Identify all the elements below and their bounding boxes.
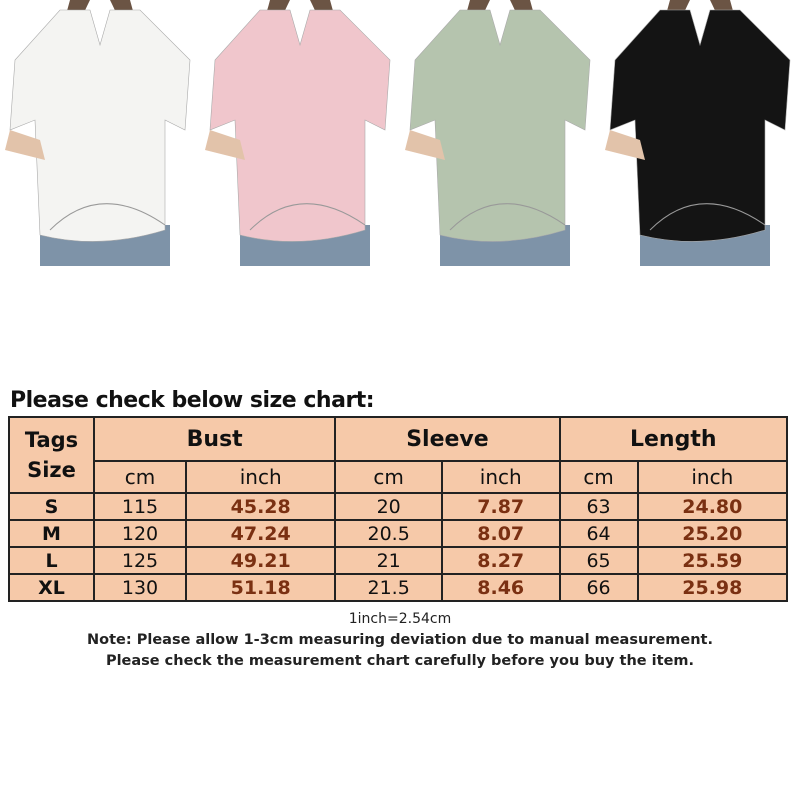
size-cell: S (8, 492, 95, 521)
size-label: Size (27, 458, 76, 482)
check-note: Please check the measurement chart caref… (105, 653, 695, 669)
unit-header: cm (334, 460, 443, 494)
cm-value: 130 (92, 573, 188, 602)
inch-value: 45.28 (185, 492, 337, 521)
product-photo-pink (200, 0, 400, 266)
size-row: XL 130 51.18 21.5 8.46 66 25.98 (8, 573, 789, 602)
unit-header: inch (440, 460, 561, 494)
inch-value: 24.80 (636, 492, 789, 521)
unit-header: cm (558, 460, 639, 494)
sleeve-header: Sleeve (334, 416, 561, 462)
inch-value: 8.46 (440, 573, 561, 602)
size-cell: XL (8, 573, 95, 602)
inch-value: 49.21 (185, 546, 337, 575)
cm-value: 21 (334, 546, 443, 575)
size-chart-table: Tags Size Bust Sleeve Length cm inch cm inc… (8, 416, 789, 602)
inch-value: 47.24 (185, 519, 337, 548)
cm-value: 20 (334, 492, 443, 521)
inch-value: 25.59 (636, 546, 789, 575)
size-cell: L (8, 546, 95, 575)
notes: 1inch=2.54cm Note: Please allow 1-3cm me… (0, 609, 800, 672)
conversion-note: 1inch=2.54cm (348, 611, 452, 627)
size-row: M 120 47.24 20.5 8.07 64 25.20 (8, 519, 789, 548)
inch-value: 25.98 (636, 573, 789, 602)
cm-value: 64 (558, 519, 639, 548)
unit-header: inch (185, 460, 337, 494)
deviation-note: Note: Please allow 1-3cm measuring devia… (87, 632, 713, 648)
size-row: S 115 45.28 20 7.87 63 24.80 (8, 492, 789, 521)
size-row: L 125 49.21 21 8.27 65 25.59 (8, 546, 789, 575)
bust-header: Bust (92, 416, 337, 462)
cm-value: 125 (92, 546, 188, 575)
cm-value: 65 (558, 546, 639, 575)
product-photo-white (0, 0, 200, 266)
unit-header: cm (92, 460, 188, 494)
tags-size-header: Tags Size (8, 416, 95, 494)
product-photos (0, 0, 800, 266)
cm-value: 20.5 (334, 519, 443, 548)
inch-value: 51.18 (185, 573, 337, 602)
cm-value: 63 (558, 492, 639, 521)
unit-header: inch (636, 460, 789, 494)
inch-value: 7.87 (440, 492, 561, 521)
inch-value: 25.20 (636, 519, 789, 548)
product-photo-black (600, 0, 800, 266)
size-chart-title: Please check below size chart: (10, 388, 375, 413)
cm-value: 115 (92, 492, 188, 521)
cm-value: 66 (558, 573, 639, 602)
inch-value: 8.07 (440, 519, 561, 548)
cm-value: 120 (92, 519, 188, 548)
length-header: Length (558, 416, 788, 462)
cm-value: 21.5 (334, 573, 443, 602)
inch-value: 8.27 (440, 546, 561, 575)
tags-label: Tags (24, 428, 79, 452)
size-cell: M (8, 519, 95, 548)
product-photo-green (400, 0, 600, 266)
